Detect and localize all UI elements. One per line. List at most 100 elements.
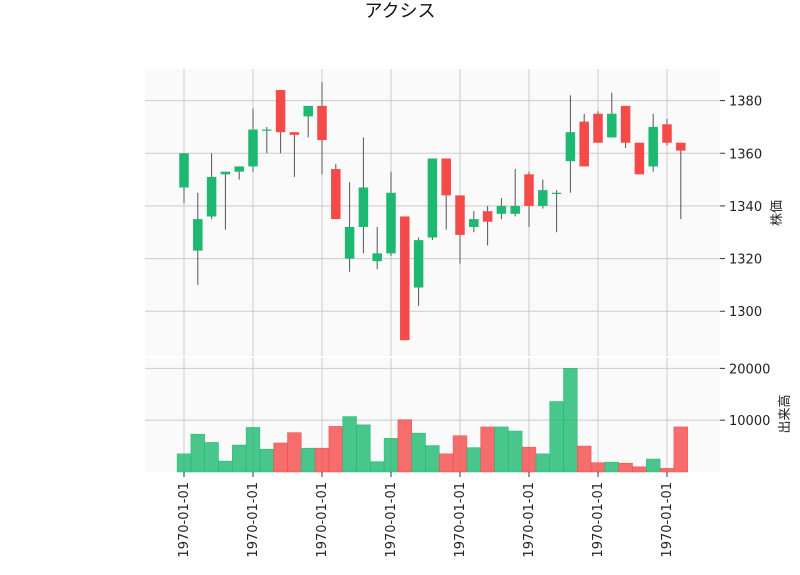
x-tick-label: 1970-01-01	[522, 482, 537, 558]
volume-bar	[301, 447, 316, 473]
candle-body	[220, 171, 231, 175]
volume-tick-label: 20000	[729, 362, 770, 377]
candle-body	[565, 132, 576, 162]
volume-bar	[397, 419, 412, 473]
candle-body	[676, 142, 686, 151]
volume-bar	[632, 466, 647, 473]
candle-body	[634, 142, 645, 175]
candle-body	[344, 226, 355, 259]
x-tick-label: 1970-01-01	[384, 482, 399, 558]
candle-body	[193, 219, 203, 251]
volume-tick-label: 10000	[729, 414, 770, 429]
volume-panel: 10000 20000 出来高	[145, 358, 793, 473]
x-axis-ticks: 1970-01-01 1970-01-01 1970-01-01 1970-01-01…	[177, 472, 675, 558]
candle-body	[469, 219, 479, 227]
volume-axis-ticks: 10000 20000	[720, 362, 770, 429]
volume-bar	[328, 426, 343, 473]
price-tick-label: 1320	[729, 253, 762, 268]
candle-body	[538, 190, 548, 206]
price-axis-label: 株価	[770, 200, 785, 226]
volume-bar	[577, 445, 592, 473]
candle-body	[510, 205, 520, 214]
volume-bar	[452, 435, 468, 473]
volume-bar	[673, 426, 688, 473]
price-tick-label: 1300	[729, 305, 762, 320]
volume-bar	[176, 453, 192, 473]
candle-body	[662, 124, 672, 143]
candle-body	[413, 240, 424, 288]
candle-body	[400, 216, 410, 341]
x-tick-label: 1970-01-01	[246, 482, 261, 558]
volume-bar	[218, 460, 233, 473]
volume-bar	[563, 368, 578, 473]
candle-body	[248, 129, 258, 167]
volume-bar	[618, 462, 633, 473]
candle-body	[372, 253, 382, 262]
volume-bar	[466, 447, 481, 473]
candle-body	[593, 113, 603, 143]
volume-bar	[232, 444, 247, 473]
volume-bars	[176, 368, 688, 473]
candle-body	[496, 205, 507, 214]
volume-bar	[604, 461, 619, 473]
candle-body	[262, 129, 272, 131]
candle-body	[386, 192, 396, 254]
volume-bar	[521, 446, 537, 473]
volume-bar	[356, 424, 371, 473]
candle-body	[275, 90, 286, 133]
candle-body	[331, 169, 341, 220]
price-axis-ticks: 1300 1320 1340 1360 1380	[720, 95, 762, 320]
volume-bar	[314, 447, 330, 473]
volume-bar	[480, 426, 495, 473]
candle-body	[427, 158, 438, 238]
volume-bar	[383, 438, 399, 473]
price-tick-label: 1380	[729, 95, 762, 110]
volume-bar	[204, 442, 219, 473]
x-tick-label: 1970-01-01	[660, 482, 675, 558]
volume-bar	[494, 426, 509, 473]
candle-body	[524, 174, 534, 206]
candle-body	[358, 187, 369, 227]
candle-body	[607, 113, 617, 138]
candle-body	[455, 195, 465, 235]
volume-bar	[439, 453, 454, 473]
volume-bar	[590, 462, 606, 473]
volume-bar	[508, 430, 523, 473]
volume-bar	[259, 448, 274, 473]
volume-bar	[425, 445, 440, 473]
candle-body	[303, 105, 313, 117]
chart-title: アクシス	[364, 1, 435, 22]
volume-bar	[411, 432, 426, 473]
candlesticks	[179, 82, 686, 341]
price-tick-label: 1360	[729, 147, 762, 162]
candle-body	[234, 166, 244, 172]
x-tick-label: 1970-01-01	[591, 482, 606, 558]
volume-bar	[342, 416, 357, 473]
volume-bar	[245, 427, 261, 473]
x-tick-label: 1970-01-01	[177, 482, 192, 558]
candle-body	[648, 126, 658, 167]
volume-bar	[646, 458, 661, 473]
candle-body	[551, 192, 562, 194]
candle-body	[179, 153, 189, 188]
volume-bar	[535, 453, 550, 473]
volume-bar	[273, 442, 288, 473]
candle-body	[206, 176, 217, 217]
candle-body	[620, 105, 631, 143]
volume-bar	[549, 401, 564, 473]
volume-bar	[370, 461, 385, 473]
candle-body	[579, 121, 589, 167]
candle-body	[317, 105, 327, 141]
candle-body	[289, 132, 300, 135]
volume-bar	[190, 433, 205, 473]
x-tick-label: 1970-01-01	[315, 482, 330, 558]
volume-bar	[659, 468, 675, 473]
price-panel: 1300 1320 1340 1360 1380 株価	[145, 69, 785, 356]
volume-axis-label: 出来高	[777, 394, 793, 433]
candle-body	[441, 158, 451, 196]
candle-body	[482, 211, 493, 222]
volume-bar	[287, 432, 302, 473]
x-tick-label: 1970-01-01	[453, 482, 468, 558]
price-tick-label: 1340	[729, 200, 762, 215]
